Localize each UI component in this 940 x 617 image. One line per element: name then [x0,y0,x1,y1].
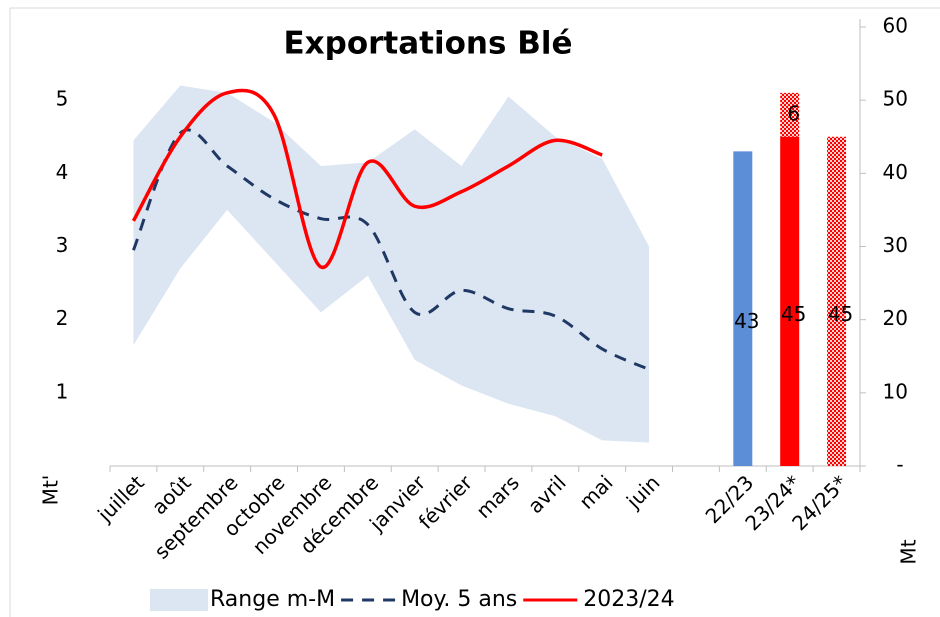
bar [780,92,800,137]
x-tick-label: avril [523,470,571,518]
y2-tick-label: - [896,453,903,477]
legend: Range m-M Moy. 5 ans 2023/24 [150,587,675,612]
x-tick-label: février [414,470,478,534]
legend-label: Range m-M [210,587,335,612]
x-tick-label: juillet [92,470,149,527]
x-tick-label: juin [621,470,664,513]
chart-title: Exportations Blé [283,26,572,62]
y2-tick-label: 30 [883,233,908,257]
series-line [131,88,603,269]
bar-value-label: 45 [781,302,806,326]
bar-value-label: 43 [734,309,759,333]
y-tick-label: 2 [56,306,69,330]
y-axis-label: Mt' [39,475,63,506]
y-tick-label: 1 [56,379,69,403]
y2-tick-label: 40 [883,160,908,184]
bar [827,136,847,466]
bar-value-label: 6 [787,101,800,125]
legend-label: Moy. 5 ans [401,587,517,612]
y2-tick-label: 50 [883,87,908,111]
range-area [133,85,650,443]
bar [733,151,753,466]
frame [9,7,940,617]
y2-tick-label: 60 [883,14,908,38]
series-line [132,128,650,371]
y-tick-label: 5 [56,87,69,111]
y2-tick-label: 10 [883,379,908,403]
y2-axis-label: Mt [897,539,921,564]
y-tick-label: 3 [56,233,69,257]
y2-tick-label: 20 [883,306,908,330]
bar [780,136,800,466]
legend-label: 2023/24 [583,587,674,612]
x-tick-label: mars [471,470,524,523]
y-tick-label: 4 [56,160,69,184]
x-tick-label: mai [574,470,617,513]
bar-value-label: 45 [828,302,853,326]
legend-swatch [150,589,208,611]
